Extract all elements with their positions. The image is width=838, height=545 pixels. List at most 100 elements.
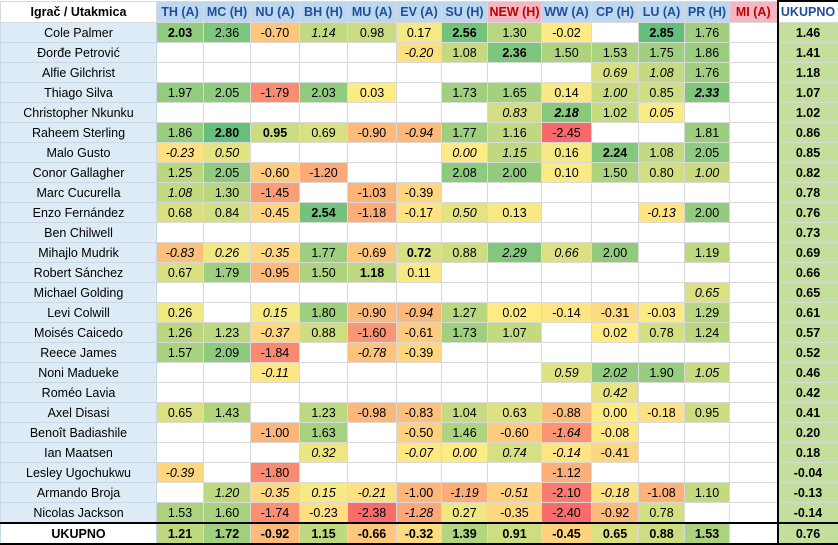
rating-cell (397, 363, 442, 383)
rating-cell: 2.18 (542, 103, 592, 123)
rating-cell (542, 223, 592, 243)
rating-cell (157, 483, 204, 503)
rating-cell (157, 443, 204, 463)
rating-cell: 1.08 (639, 143, 685, 163)
rating-cell (488, 343, 542, 363)
player-name: Marc Cucurella (1, 183, 157, 203)
rating-cell: 0.69 (300, 123, 348, 143)
rating-cell: 1.02 (592, 103, 639, 123)
rating-cell: 0.50 (442, 203, 488, 223)
row-total: 0.20 (778, 423, 838, 443)
rating-cell (730, 43, 778, 63)
rating-cell: 1.26 (157, 323, 204, 343)
rating-cell: 0.05 (639, 103, 685, 123)
rating-cell (542, 383, 592, 403)
rating-cell: 0.69 (592, 63, 639, 83)
rating-cell (730, 123, 778, 143)
rating-cell (397, 223, 442, 243)
rating-cell (730, 283, 778, 303)
rating-cell: 1.86 (157, 123, 204, 143)
row-total: 1.07 (778, 83, 838, 103)
rating-cell (639, 343, 685, 363)
rating-cell: -0.83 (157, 243, 204, 263)
rating-cell (639, 443, 685, 463)
rating-cell: 0.15 (300, 483, 348, 503)
rating-cell: 2.36 (204, 23, 251, 43)
player-name: Axel Disasi (1, 403, 157, 423)
rating-cell: 1.30 (204, 183, 251, 203)
rating-cell: 1.25 (157, 163, 204, 183)
player-name: Lesley Ugochukwu (1, 463, 157, 483)
rating-cell (730, 143, 778, 163)
row-total: 0.78 (778, 183, 838, 203)
rating-cell (251, 43, 300, 63)
rating-cell: 0.02 (592, 323, 639, 343)
rating-cell: 2.00 (685, 203, 730, 223)
rating-cell (592, 283, 639, 303)
rating-cell: 1.80 (300, 303, 348, 323)
rating-cell: -1.00 (251, 423, 300, 443)
rating-cell: 0.80 (639, 163, 685, 183)
rating-cell (730, 83, 778, 103)
total-column-header: UKUPNO (778, 1, 838, 23)
row-total: 0.41 (778, 403, 838, 423)
rating-cell (442, 223, 488, 243)
rating-cell (251, 223, 300, 243)
rating-cell: 0.67 (157, 263, 204, 283)
rating-cell (442, 63, 488, 83)
rating-cell (157, 363, 204, 383)
rating-cell: 0.84 (204, 203, 251, 223)
rating-cell (397, 163, 442, 183)
rating-cell (730, 323, 778, 343)
rating-cell (348, 383, 397, 403)
rating-cell: 1.73 (442, 83, 488, 103)
column-header-2: NU (A) (251, 1, 300, 23)
rating-cell (157, 103, 204, 123)
rating-cell: 1.50 (542, 43, 592, 63)
rating-cell: 2.56 (442, 23, 488, 43)
rating-cell (542, 323, 592, 343)
rating-cell (730, 343, 778, 363)
rating-cell (442, 283, 488, 303)
rating-cell: -0.07 (397, 443, 442, 463)
player-name: Noni Madueke (1, 363, 157, 383)
rating-cell: -1.28 (397, 503, 442, 524)
rating-cell (488, 383, 542, 403)
rating-cell: -0.18 (639, 403, 685, 423)
rating-cell: 1.00 (685, 163, 730, 183)
rating-cell: 2.36 (488, 43, 542, 63)
column-header-6: SU (H) (442, 1, 488, 23)
rating-cell: -0.90 (348, 123, 397, 143)
player-name: Malo Gusto (1, 143, 157, 163)
rating-cell: -0.39 (397, 183, 442, 203)
row-total: 1.02 (778, 103, 838, 123)
rating-cell: -1.80 (251, 463, 300, 483)
column-header-11: PR (H) (685, 1, 730, 23)
rating-cell: -0.08 (592, 423, 639, 443)
rating-cell: -0.35 (251, 483, 300, 503)
rating-cell (300, 43, 348, 63)
rating-cell (204, 463, 251, 483)
rating-cell (592, 183, 639, 203)
rating-cell (204, 283, 251, 303)
rating-cell: -0.14 (542, 443, 592, 463)
rating-cell: 0.63 (488, 403, 542, 423)
rating-cell (730, 103, 778, 123)
rating-cell: -2.10 (542, 483, 592, 503)
player-name: Moisés Caicedo (1, 323, 157, 343)
row-total: -0.14 (778, 503, 838, 524)
rating-cell: 0.83 (488, 103, 542, 123)
rating-cell (639, 183, 685, 203)
